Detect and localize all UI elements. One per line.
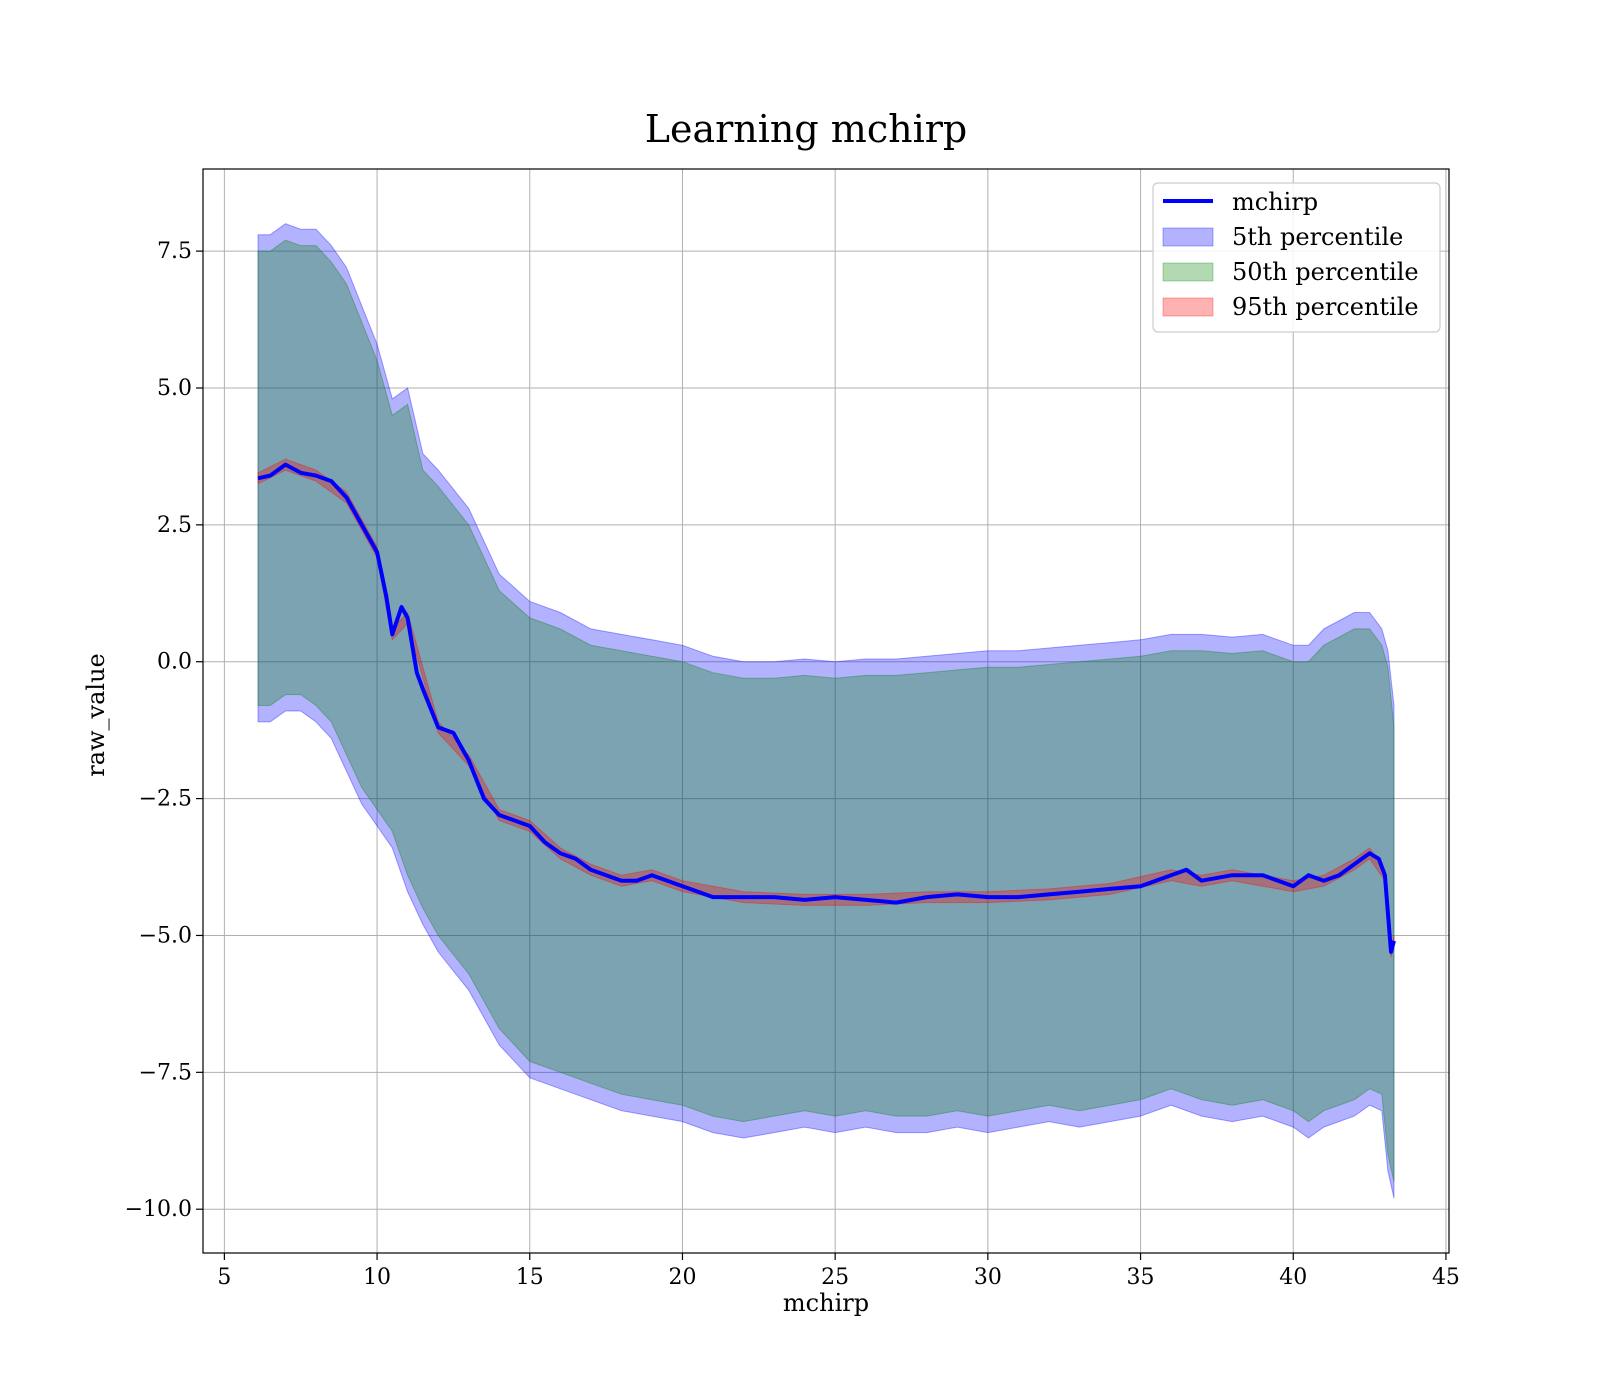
y-tick-label: 7.5 xyxy=(157,239,192,264)
x-tick-label: 25 xyxy=(821,1265,849,1290)
y-tick-label: 2.5 xyxy=(157,513,192,538)
y-tick-label: −2.5 xyxy=(139,787,192,812)
x-tick-label: 20 xyxy=(668,1265,696,1290)
x-tick-label: 45 xyxy=(1432,1265,1460,1290)
legend-swatch-5th xyxy=(1162,227,1214,247)
legend-swatch-95th xyxy=(1162,297,1214,317)
legend: mchirp 5th percentile 50th percentile 95… xyxy=(1152,182,1441,333)
axes-frame xyxy=(202,168,1450,1254)
legend-label-50th: 50th percentile xyxy=(1232,258,1419,286)
y-tick-label: −10.0 xyxy=(125,1197,192,1222)
legend-box xyxy=(1152,182,1441,333)
series-line-mchirp xyxy=(257,462,1396,954)
band-5th-percentile xyxy=(257,223,1395,1199)
x-tick-label: 35 xyxy=(1127,1265,1155,1290)
x-axis-label: mchirp xyxy=(783,1289,869,1317)
legend-label-5th: 5th percentile xyxy=(1232,223,1403,251)
y-axis-label: raw_value xyxy=(82,653,110,777)
chart-title: Learning mchirp xyxy=(645,107,967,151)
band-50th-percentile xyxy=(257,239,1395,1182)
x-tick-label: 15 xyxy=(516,1265,544,1290)
x-tick-label: 5 xyxy=(217,1265,231,1290)
legend-label-95th: 95th percentile xyxy=(1232,293,1419,321)
y-tick-label: −5.0 xyxy=(139,923,192,948)
y-tick-label: 5.0 xyxy=(157,376,192,401)
plot-area: 5 10 15 20 25 30 35 40 45 7.5 5.0 2.5 0.0 −2.5 −5.0 −7.… xyxy=(125,168,1460,1290)
x-tick-label: 30 xyxy=(974,1265,1002,1290)
legend-swatch-50th xyxy=(1162,262,1214,282)
y-tick-label: 0.0 xyxy=(157,650,192,675)
legend-label-mchirp: mchirp xyxy=(1232,188,1318,216)
y-tick-label: −7.5 xyxy=(139,1060,192,1085)
x-tick-label: 10 xyxy=(363,1265,391,1290)
x-tick-label: 40 xyxy=(1279,1265,1307,1290)
